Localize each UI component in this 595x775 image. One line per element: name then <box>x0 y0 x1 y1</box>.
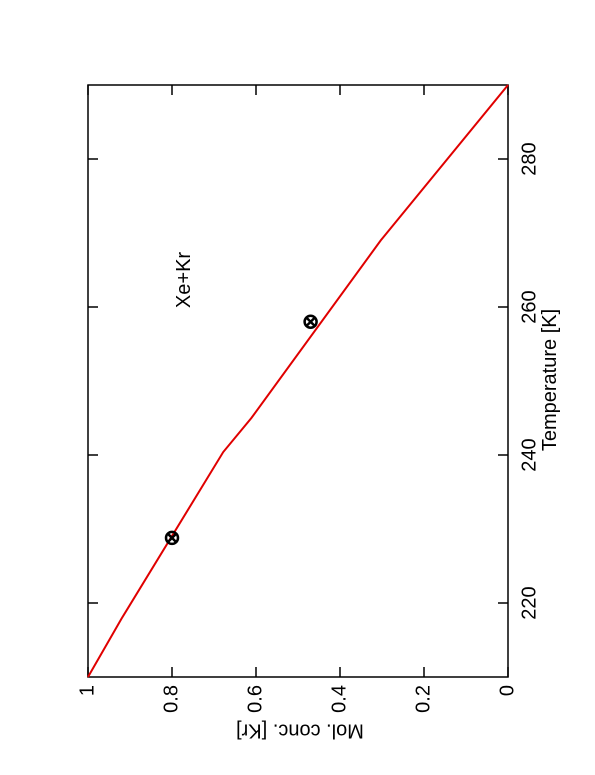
y-tick-label: 0.4 <box>328 685 350 713</box>
marker-part <box>166 532 178 543</box>
y-axis-title: Mol. conc. [Kr] <box>236 720 364 742</box>
marker-part <box>305 316 316 327</box>
y-tick-label: 0 <box>496 685 518 696</box>
marker-part <box>303 314 318 330</box>
x-tick-label: 260 <box>518 290 540 323</box>
marker <box>303 314 318 330</box>
y-tick-label: 0.2 <box>412 685 434 713</box>
y-tick-label: 1 <box>76 685 98 696</box>
marker-part <box>164 530 180 546</box>
y-tick-label: 0.8 <box>160 685 182 713</box>
x-axis-title: Temperature [K] <box>539 309 561 451</box>
x-tick-label: 220 <box>518 586 540 619</box>
frame <box>87 84 509 678</box>
annotation: Xe+Kr <box>173 252 195 308</box>
x-tick-label: 240 <box>518 438 540 471</box>
line <box>87 84 509 678</box>
marker <box>164 530 180 546</box>
x-tick-label: 280 <box>518 142 540 175</box>
y-tick-label: 0.6 <box>244 685 266 713</box>
